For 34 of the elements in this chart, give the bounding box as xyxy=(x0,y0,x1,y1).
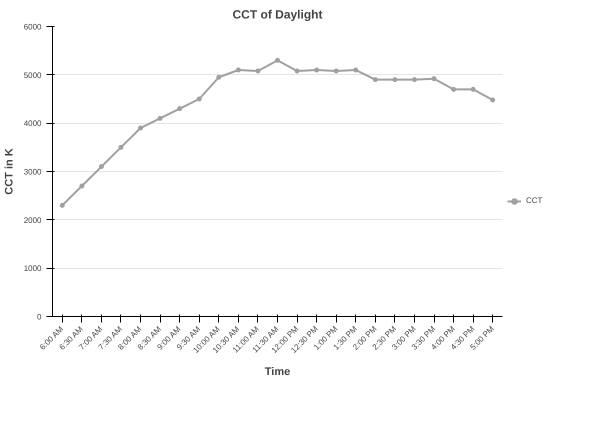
point xyxy=(98,164,104,170)
chart-title: CCT of Daylight xyxy=(232,8,323,22)
point xyxy=(255,68,260,74)
point xyxy=(392,77,398,82)
point xyxy=(470,86,476,92)
point xyxy=(372,77,378,82)
point xyxy=(216,74,222,80)
y-tick-label: 1000 xyxy=(24,264,42,274)
point xyxy=(451,86,456,92)
y-tick-label: 2000 xyxy=(24,216,42,225)
point xyxy=(334,68,339,74)
y-tick-label: 3000 xyxy=(24,168,42,176)
point xyxy=(275,58,280,63)
y-tick-label: 6000 xyxy=(24,22,42,32)
y-axis-title: CCT in K xyxy=(4,148,16,195)
y-tick-label: 5000 xyxy=(24,70,42,80)
y-tick-label: 4000 xyxy=(24,119,42,128)
point xyxy=(432,76,437,82)
x-axis-title: Time xyxy=(264,366,290,378)
point xyxy=(314,68,320,72)
point xyxy=(490,97,496,102)
point xyxy=(79,184,84,188)
point xyxy=(158,116,163,121)
point xyxy=(60,202,65,208)
point xyxy=(353,68,358,72)
point xyxy=(236,68,241,72)
point xyxy=(177,106,182,112)
point xyxy=(118,144,124,150)
y-tick-label: 0 xyxy=(37,312,42,322)
legend-label: CCT xyxy=(526,196,544,205)
point xyxy=(138,126,144,130)
point xyxy=(196,96,202,102)
point xyxy=(412,77,417,82)
point xyxy=(294,68,300,74)
